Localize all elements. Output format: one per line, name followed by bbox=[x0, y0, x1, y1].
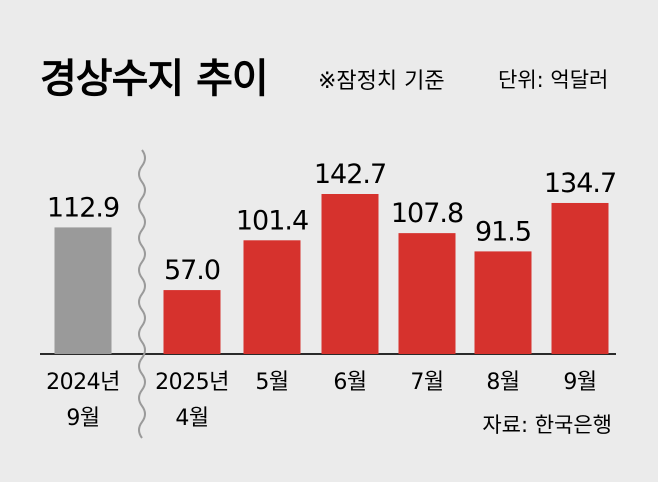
value-label-1: 57.0 bbox=[164, 255, 220, 286]
tick-label-3-0: 6월 bbox=[333, 370, 366, 395]
value-label-0: 112.9 bbox=[47, 192, 119, 223]
bar-3 bbox=[321, 194, 379, 354]
tick-label-0-0: 2024년 bbox=[46, 370, 120, 395]
value-label-6: 134.7 bbox=[544, 168, 616, 199]
tick-label-1-1: 4월 bbox=[175, 406, 208, 431]
tick-label-6-0: 9월 bbox=[563, 370, 596, 395]
chart-note: ※잠정치 기준 bbox=[318, 69, 445, 94]
value-label-2: 101.4 bbox=[236, 205, 308, 236]
bar-5 bbox=[474, 251, 532, 354]
bar-2 bbox=[243, 240, 301, 354]
axis-break-squiggle bbox=[138, 149, 146, 439]
tick-label-5-0: 8월 bbox=[486, 370, 519, 395]
bars-group bbox=[54, 194, 609, 354]
value-label-3: 142.7 bbox=[314, 159, 386, 190]
bar-1 bbox=[163, 290, 221, 354]
chart-title: 경상수지 추이 bbox=[40, 56, 268, 102]
source-label: 자료: 한국은행 bbox=[482, 413, 612, 437]
value-label-5: 91.5 bbox=[475, 216, 531, 247]
bar-6 bbox=[551, 202, 609, 354]
tick-label-0-1: 9월 bbox=[66, 406, 99, 431]
bar-0 bbox=[54, 227, 112, 354]
tick-label-2-0: 5월 bbox=[255, 370, 288, 395]
bar-4 bbox=[398, 233, 456, 354]
tick-labels-group: 2024년 9월 2025년 4월 5월 6월 7월 8월 9월 bbox=[46, 370, 597, 431]
unit-label: 단위: 억달러 bbox=[498, 68, 608, 92]
tick-label-1-0: 2025년 bbox=[155, 370, 229, 395]
value-label-4: 107.8 bbox=[391, 198, 463, 229]
tick-label-4-0: 7월 bbox=[410, 370, 443, 395]
